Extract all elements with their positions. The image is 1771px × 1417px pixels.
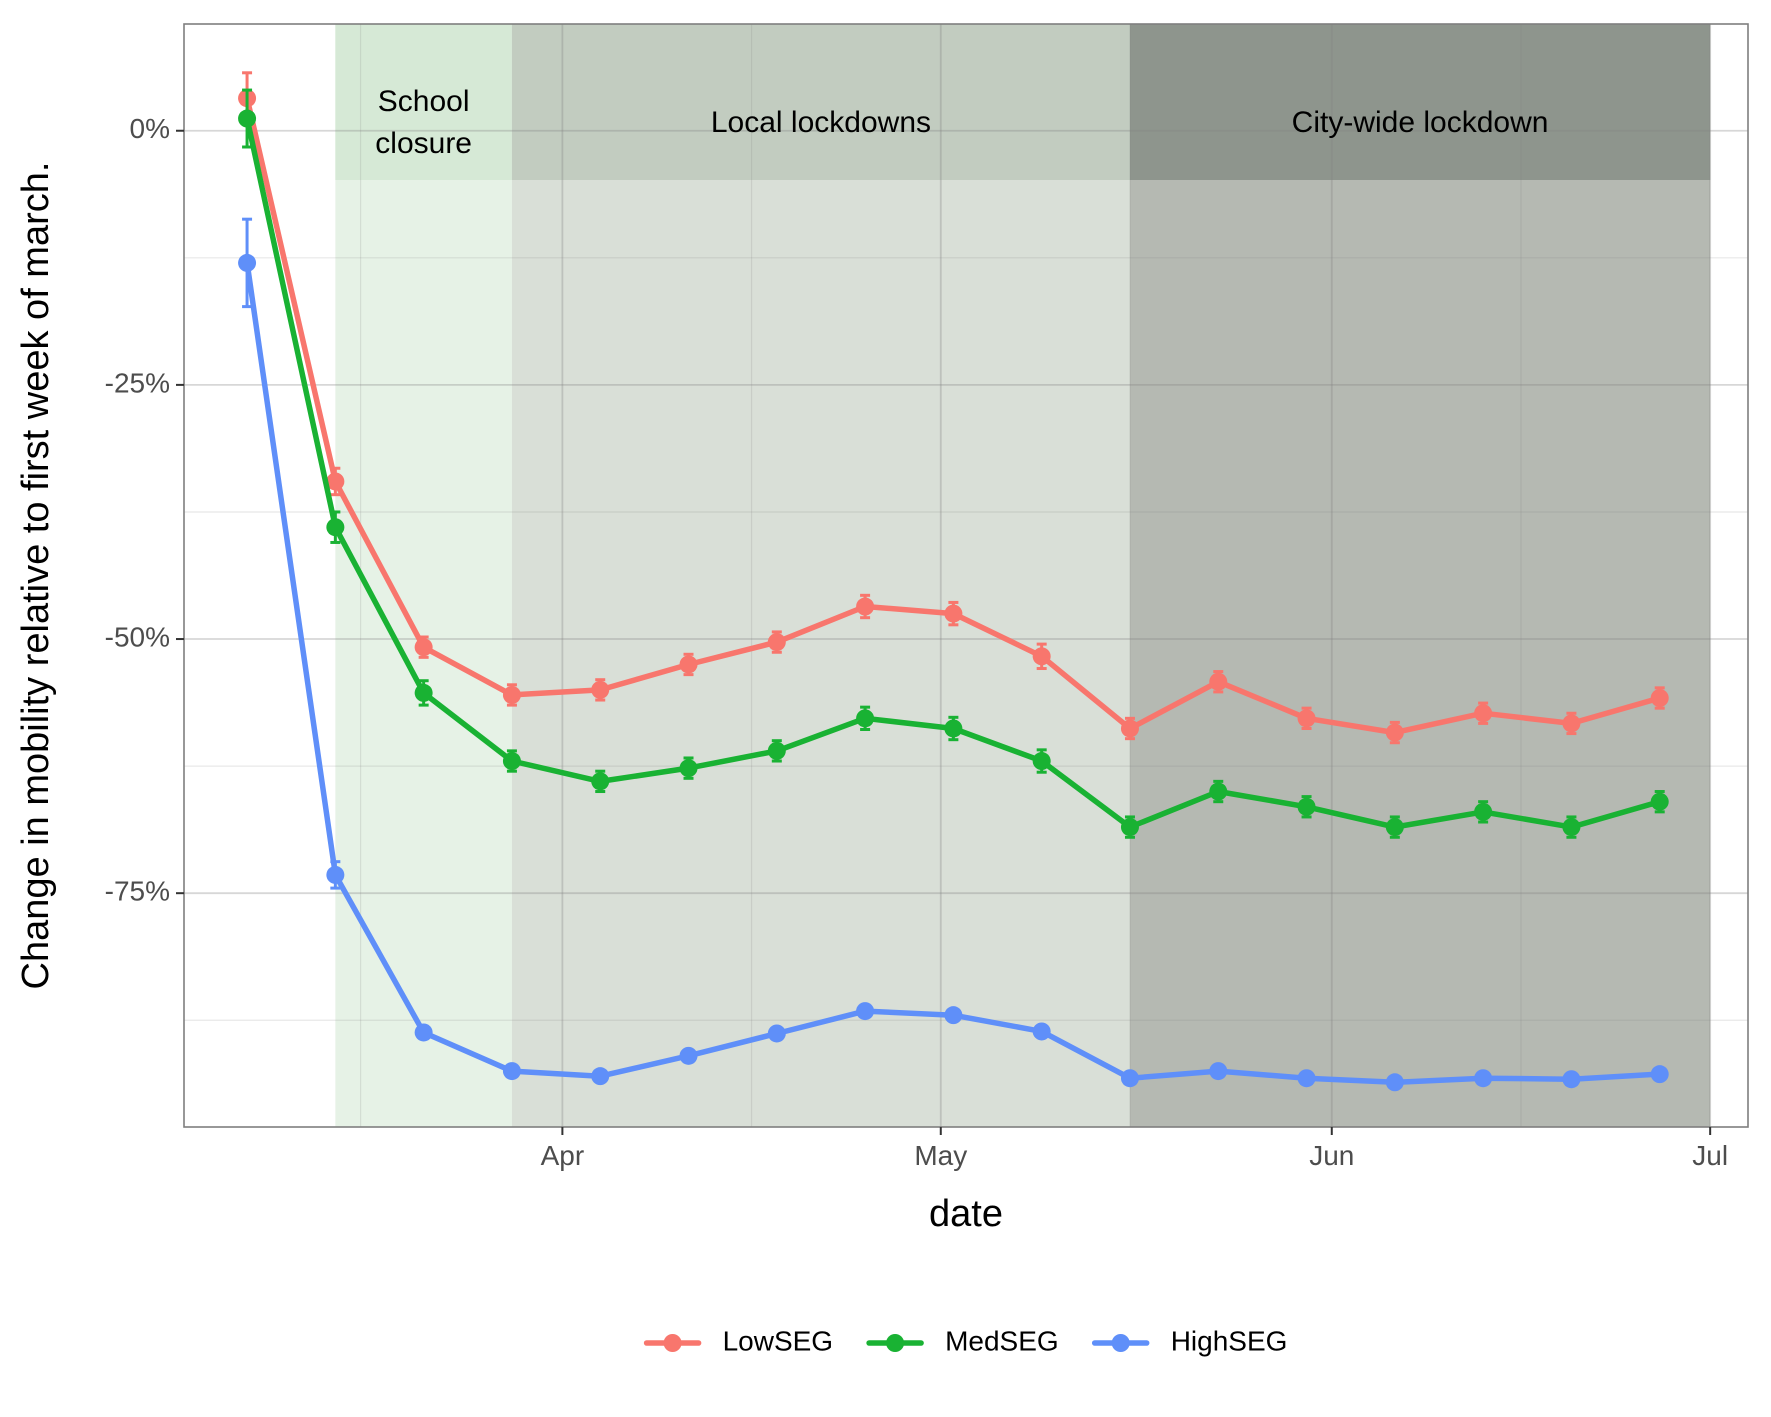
data-point-highseg-10: [1120, 1069, 1139, 1088]
data-point-highseg-1: [326, 865, 345, 884]
legend-key-point-lowseg: [663, 1334, 682, 1352]
x-tick-label-2: Jun: [1309, 1140, 1354, 1171]
data-point-highseg-16: [1650, 1065, 1669, 1084]
legend-key-point-medseg: [886, 1334, 905, 1352]
data-point-highseg-0: [238, 253, 257, 272]
legend-label-highseg: HighSEG: [1171, 1325, 1288, 1356]
data-point-highseg-4: [591, 1067, 610, 1086]
data-point-lowseg-15: [1562, 714, 1581, 733]
data-point-highseg-8: [944, 1006, 963, 1025]
data-point-lowseg-12: [1297, 709, 1316, 728]
axis-ticks: 0% -25% -50% -75% Apr May Jun Jul: [105, 113, 1728, 1171]
data-point-medseg-9: [1032, 752, 1051, 771]
grid-lines: [184, 24, 1748, 1127]
data-point-highseg-13: [1385, 1073, 1404, 1092]
legend-label-lowseg: LowSEG: [723, 1325, 834, 1356]
data-point-lowseg-5: [679, 655, 698, 674]
phase-band-2: [1129, 24, 1711, 180]
phase-label-1-0: Local lockdowns: [711, 106, 931, 139]
data-point-medseg-12: [1297, 797, 1316, 816]
data-point-highseg-12: [1297, 1069, 1316, 1088]
phase-backgrounds: [335, 24, 1711, 1127]
data-point-lowseg-14: [1474, 704, 1493, 723]
data-point-lowseg-8: [944, 604, 963, 623]
data-point-medseg-10: [1120, 818, 1139, 837]
data-point-highseg-11: [1209, 1062, 1228, 1081]
data-point-lowseg-13: [1385, 723, 1404, 742]
x-axis-title: date: [929, 1193, 1003, 1235]
data-point-lowseg-6: [767, 633, 786, 652]
data-point-highseg-14: [1474, 1069, 1493, 1088]
phase-label-0-1: closure: [375, 127, 472, 160]
data-point-highseg-6: [767, 1024, 786, 1043]
data-point-medseg-6: [767, 741, 786, 760]
phase-region-1: [511, 24, 1130, 1127]
data-point-medseg-11: [1209, 782, 1228, 801]
y-tick-label-0: 0%: [130, 113, 170, 144]
x-tick-label-1: May: [914, 1140, 967, 1171]
data-point-medseg-8: [944, 719, 963, 738]
data-point-highseg-5: [679, 1046, 698, 1065]
x-tick-label-3: Jul: [1692, 1140, 1728, 1171]
data-point-medseg-3: [502, 752, 521, 771]
phase-label-2-0: City-wide lockdown: [1292, 106, 1549, 139]
data-point-lowseg-16: [1650, 688, 1669, 707]
y-axis-title: Change in mobility relative to first wee…: [15, 162, 57, 990]
data-point-lowseg-4: [591, 680, 610, 699]
data-point-highseg-15: [1562, 1070, 1581, 1089]
data-point-highseg-3: [502, 1062, 521, 1081]
data-point-lowseg-10: [1120, 719, 1139, 738]
data-point-lowseg-3: [502, 685, 521, 704]
data-point-medseg-16: [1650, 792, 1669, 811]
phase-region-2: [1129, 24, 1711, 1127]
data-point-lowseg-2: [414, 638, 433, 657]
data-point-lowseg-7: [856, 597, 875, 616]
series-layer: [238, 71, 1669, 1092]
phase-labels: School closure Local lockdowns City-wide lo…: [375, 85, 1548, 160]
data-point-lowseg-9: [1032, 647, 1051, 666]
phase-region-0: [335, 24, 512, 1127]
data-point-medseg-1: [326, 518, 345, 537]
data-point-medseg-14: [1474, 802, 1493, 821]
legend: LowSEG MedSEG HighSEG: [643, 1325, 1288, 1356]
data-point-medseg-2: [414, 683, 433, 702]
data-point-lowseg-1: [326, 472, 345, 491]
data-point-medseg-7: [856, 709, 875, 728]
data-point-highseg-2: [414, 1023, 433, 1042]
y-tick-label-1: -25%: [105, 367, 170, 398]
data-point-medseg-0: [238, 109, 257, 128]
legend-key-point-highseg: [1111, 1334, 1130, 1352]
phase-band-1: [511, 24, 1130, 180]
data-point-medseg-5: [679, 759, 698, 778]
x-tick-label-0: Apr: [541, 1140, 585, 1171]
data-point-medseg-4: [591, 772, 610, 791]
data-point-medseg-13: [1385, 818, 1404, 837]
data-point-lowseg-11: [1209, 672, 1228, 691]
legend-label-medseg: MedSEG: [945, 1325, 1059, 1356]
data-point-highseg-7: [856, 1002, 875, 1021]
y-tick-label-3: -75%: [105, 876, 170, 907]
y-tick-label-2: -50%: [105, 621, 170, 652]
panel-border: [183, 23, 1749, 1128]
data-point-medseg-15: [1562, 818, 1581, 837]
phase-label-0-0: School: [378, 85, 470, 118]
phase-band-0: [335, 24, 512, 180]
data-point-highseg-9: [1032, 1022, 1051, 1041]
